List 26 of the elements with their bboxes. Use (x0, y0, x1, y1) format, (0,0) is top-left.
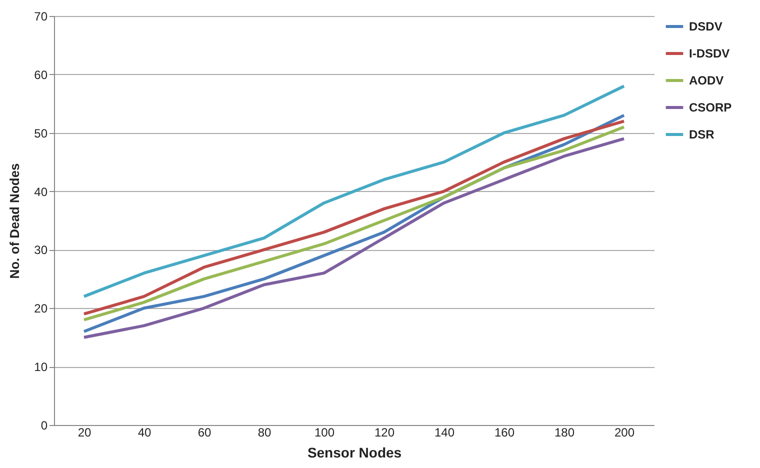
y-tick-label: 70 (34, 10, 48, 24)
y-axis-title: No. of Dead Nodes (7, 163, 22, 279)
y-tick-label: 10 (34, 360, 48, 374)
x-tick-label: 40 (138, 426, 152, 440)
x-tick-label: 100 (314, 426, 335, 440)
y-tick-label: 20 (34, 302, 48, 316)
x-axis-title: Sensor Nodes (307, 444, 402, 460)
legend-label: CSORP (689, 100, 732, 114)
y-tick-label: 40 (34, 184, 48, 199)
x-tick-label: 60 (198, 426, 212, 440)
x-tick-label: 140 (434, 426, 455, 440)
x-tick-label: 180 (554, 426, 575, 440)
x-tick-label: 160 (494, 426, 515, 440)
line-series (82, 84, 626, 298)
y-tick-label: 30 (34, 243, 48, 258)
x-tick-label: 200 (614, 426, 635, 440)
legend-label: I-DSDV (689, 46, 730, 60)
y-tick-label: 60 (34, 68, 48, 82)
x-tick-label: 80 (258, 426, 272, 440)
y-tick-label: 50 (34, 126, 48, 140)
legend-label: DSR (689, 128, 715, 142)
legend-label: DSDV (689, 20, 722, 34)
x-tick-label: 120 (374, 426, 395, 440)
y-tick-label: 0 (40, 418, 48, 432)
x-tick-label: 20 (78, 426, 92, 440)
legend-label: AODV (689, 74, 724, 88)
